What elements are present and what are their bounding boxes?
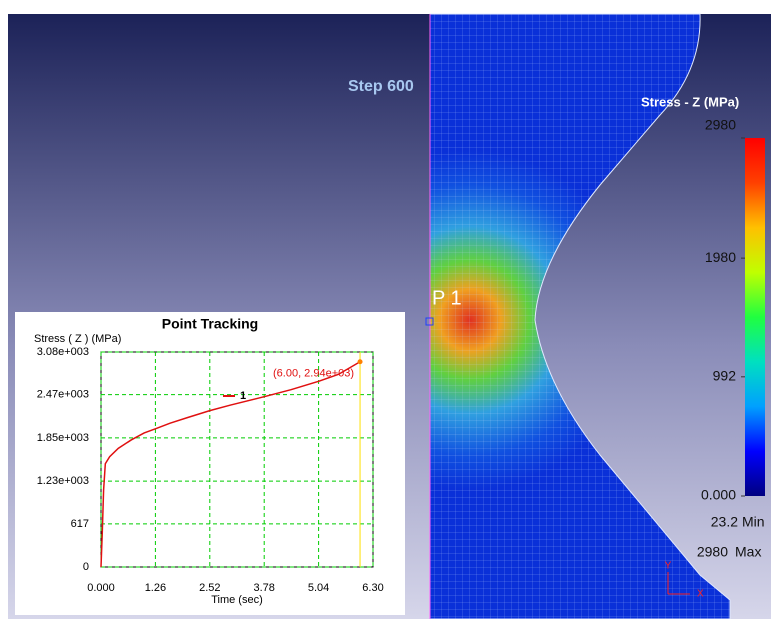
x-tick-label: 1.26 [145,582,166,594]
x-tick-label: 0.000 [87,582,115,594]
chart-title: Point Tracking [162,316,258,332]
max-label: Max [735,544,761,560]
min-value: 23.2 [711,514,738,530]
dynamic-layer: 2980 1980 992 0.000 0 617 1.23e+003 1.85e+003 2.… [37,117,765,594]
probe-label: P 1 [432,287,462,309]
step-label: Step 600 [348,78,414,95]
annotation: (6.00, 2.94e+03) [273,368,354,380]
colorbar-tick-label: 0.000 [701,487,736,503]
colorbar-title: Stress - Z (MPa) [641,94,739,109]
y-tick-label: 617 [71,518,89,530]
colorbar [745,138,765,496]
y-tick-label: 2.47e+003 [37,388,89,400]
colorbar-tick-label: 2980 [705,117,736,133]
y-axis-label: Stress ( Z ) (MPa) [34,333,121,345]
triad-x-label: X [697,589,704,600]
axis-triad: Y X [665,561,704,600]
min-label: Min [742,514,765,530]
y-tick-label: 0 [83,561,89,573]
y-tick-label: 1.85e+003 [37,432,89,444]
colorbar-tick-label: 992 [713,368,737,384]
x-tick-label: 6.30 [362,582,383,594]
probe-box [425,317,434,326]
max-value: 2980 [697,544,728,560]
colorbar-tick-label: 1980 [705,249,736,265]
x-tick-label: 5.04 [308,582,329,594]
mesh-lines [429,13,731,619]
x-axis-label: Time (sec) [211,594,263,606]
y-tick-label: 1.23e+003 [37,475,89,487]
x-tick-label: 3.78 [253,582,274,594]
legend-label: 1 [240,390,246,402]
annotation-point [357,359,363,365]
x-tick-label: 2.52 [199,582,220,594]
y-tick-label: 3.08e+003 [37,346,89,358]
series-line [100,361,361,568]
triad-y-label: Y [665,561,672,572]
